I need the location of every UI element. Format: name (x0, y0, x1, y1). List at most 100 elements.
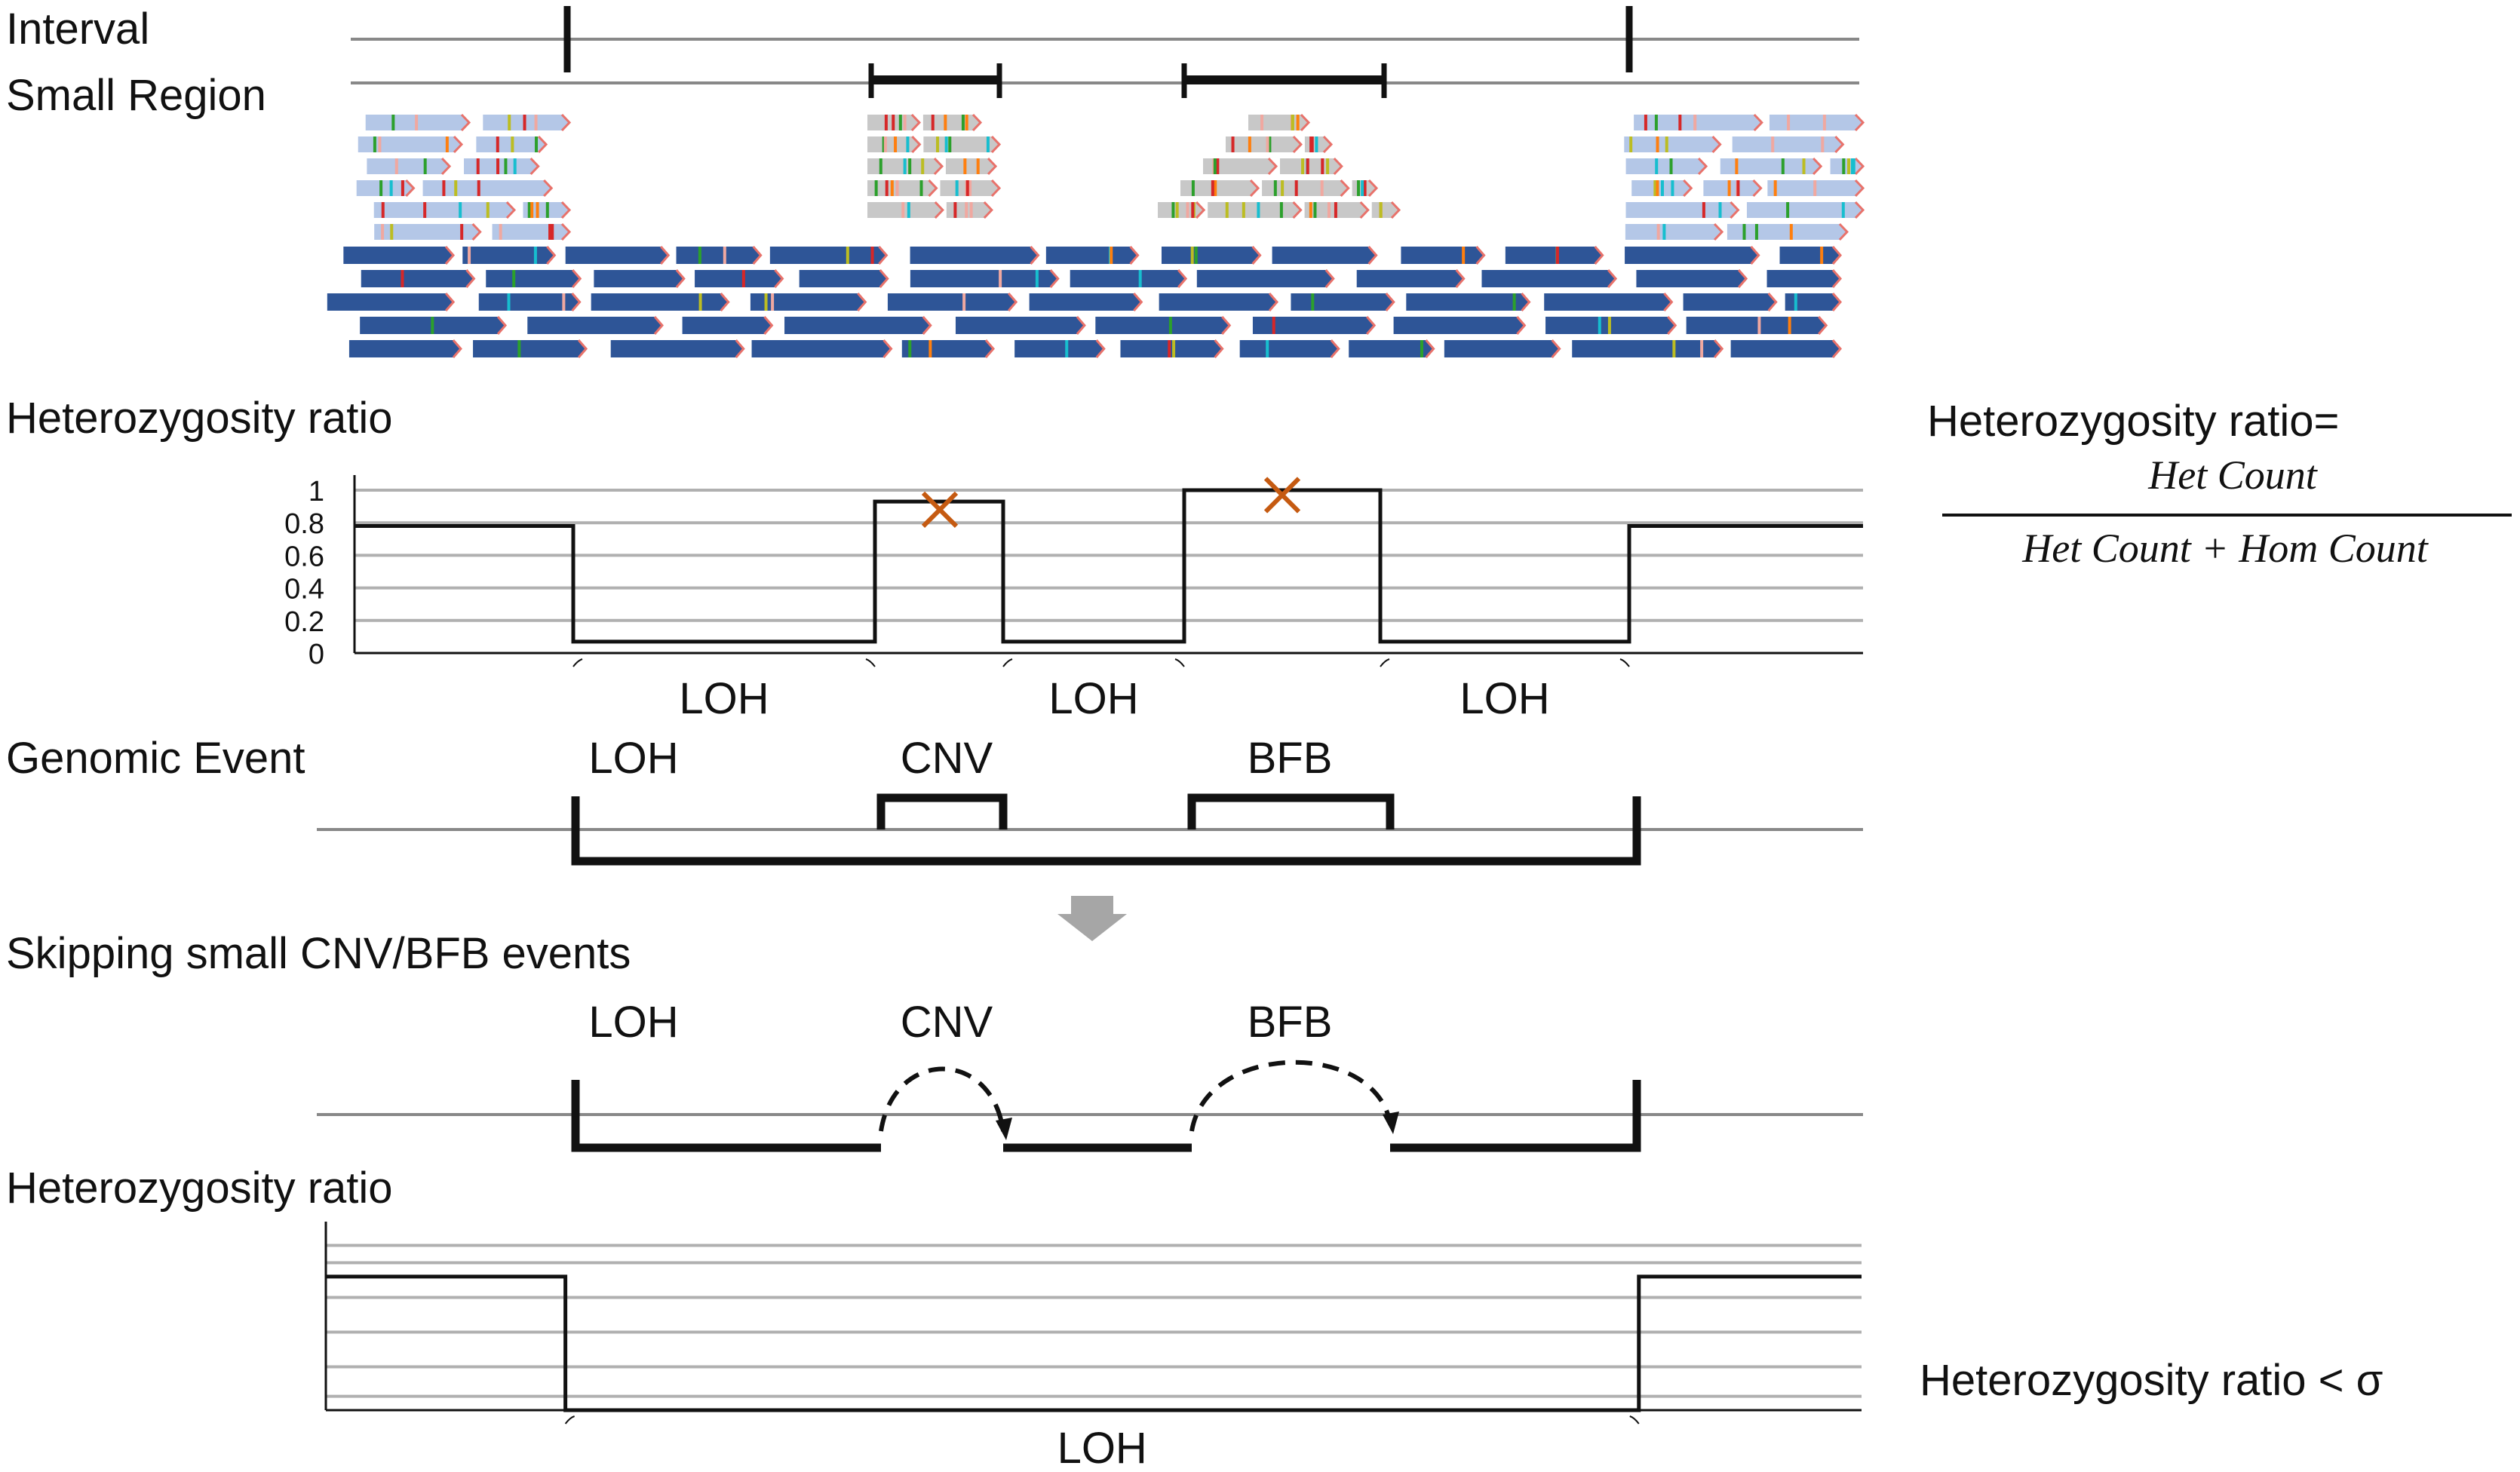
sequencing-read (750, 293, 867, 311)
sequencing-read (464, 157, 540, 176)
sequencing-read (1625, 157, 1708, 176)
sequencing-read (367, 157, 452, 176)
sequencing-read (1356, 269, 1466, 288)
sequencing-read (1291, 293, 1395, 311)
sequencing-read (1720, 157, 1823, 176)
genomic-event-track: LOH CNV BFB (317, 734, 1863, 866)
sequencing-read (1545, 316, 1677, 335)
sequencing-read (1544, 293, 1674, 311)
segment-label-loh: LOH (1048, 674, 1138, 723)
segment-brace (865, 658, 876, 667)
segment-label-loh: LOH (1057, 1424, 1147, 1472)
skip-loh-segment-1 (571, 1080, 881, 1152)
sequencing-read (356, 179, 416, 198)
sequencing-read (343, 246, 456, 265)
segment-brace (572, 658, 583, 667)
sequencing-read (1767, 179, 1865, 198)
bfb-skip-arrowhead-icon (1383, 1112, 1399, 1134)
sequencing-read (565, 246, 671, 265)
event-bfb-label: BFB (1248, 734, 1333, 783)
sequencing-read (523, 201, 572, 219)
y-tick-label: 0 (308, 639, 324, 670)
x-marker-icon (1263, 477, 1301, 514)
sequencing-read (1634, 113, 1763, 132)
sequencing-read (1161, 246, 1262, 265)
sequencing-read (1625, 246, 1760, 265)
segment-brace (564, 1415, 575, 1424)
sequencing-read (1014, 339, 1106, 358)
sequencing-read (422, 179, 554, 198)
sequencing-read (462, 246, 557, 265)
event-loh-label: LOH (588, 734, 678, 783)
sequencing-read (1196, 269, 1335, 288)
y-tick-label: 0.8 (284, 508, 324, 540)
sequencing-read (1029, 293, 1143, 311)
sequencing-read (1444, 339, 1561, 358)
het-ratio-chart-2: LOH (324, 1222, 1862, 1472)
sequencing-read (374, 222, 482, 241)
het-ratio-line (355, 488, 1863, 644)
skipping-track: LOH CNV BFB (317, 998, 1863, 1152)
genomic-event-label: Genomic Event (6, 734, 305, 783)
interval-label: Interval (6, 5, 149, 54)
sequencing-read (923, 135, 1002, 154)
sequencing-read (1785, 293, 1842, 311)
sequencing-read (1208, 201, 1303, 219)
sequencing-read (1304, 201, 1370, 219)
sequencing-read (887, 293, 1018, 311)
sequencing-read (867, 201, 944, 219)
sequencing-read (478, 293, 582, 311)
sequencing-read (1406, 293, 1531, 311)
sequencing-read (867, 157, 944, 176)
sequencing-read (1727, 222, 1849, 241)
skip-cnv-label: CNV (901, 998, 993, 1047)
sequencing-read (1095, 316, 1232, 335)
cnv-skip-arrowhead-icon (996, 1118, 1012, 1140)
y-tick-label: 0.2 (284, 606, 324, 638)
sequencing-read (591, 293, 730, 311)
sequencing-read (1732, 135, 1845, 154)
bfb-skip-arc (1189, 1060, 1392, 1132)
sequencing-read (373, 201, 517, 219)
sequencing-read (1272, 246, 1378, 265)
sequencing-read (1625, 222, 1724, 241)
segment-brace (1002, 658, 1013, 667)
y-tick-label: 0.4 (284, 574, 324, 606)
sequencing-read (360, 316, 508, 335)
formula-lhs: Heterozygosity ratio= (1927, 397, 2339, 446)
sequencing-read (901, 339, 995, 358)
sequencing-read (751, 339, 893, 358)
het-ratio-formula: Heterozygosity ratio= Het Count Het Coun… (1927, 397, 2512, 571)
het-ratio-label-1: Heterozygosity ratio (6, 394, 393, 443)
sequencing-read (1769, 113, 1865, 132)
sequencing-read (867, 135, 922, 154)
sequencing-read (1631, 179, 1693, 198)
sequencing-read (473, 339, 588, 358)
sequencing-read (1120, 339, 1224, 358)
sequencing-read (1070, 269, 1188, 288)
sequencing-read (867, 113, 921, 132)
x-marker-icon (921, 491, 959, 529)
sequencing-read (1572, 339, 1724, 358)
segment-brace (1629, 1415, 1640, 1424)
sequencing-read (1239, 339, 1340, 358)
y-tick-label: 0.6 (284, 541, 324, 572)
cnv-skip-arc (879, 1066, 1005, 1132)
sequencing-read (348, 339, 462, 358)
sequencing-read (1248, 113, 1311, 132)
sequencing-read (527, 316, 664, 335)
sequencing-read (1226, 135, 1303, 154)
sequencing-read (1279, 157, 1343, 176)
sequencing-read (1624, 135, 1722, 154)
interval-track (351, 6, 1859, 72)
read-pileup (327, 113, 1865, 358)
het-ratio-label-2: Heterozygosity ratio (6, 1164, 393, 1213)
segment-label-loh: LOH (679, 674, 769, 723)
sequencing-read (945, 157, 998, 176)
sequencing-read (1730, 339, 1842, 358)
sequencing-read (1262, 179, 1350, 198)
sequencing-read (358, 135, 464, 154)
sequencing-read (476, 135, 548, 154)
sequencing-read (867, 179, 938, 198)
